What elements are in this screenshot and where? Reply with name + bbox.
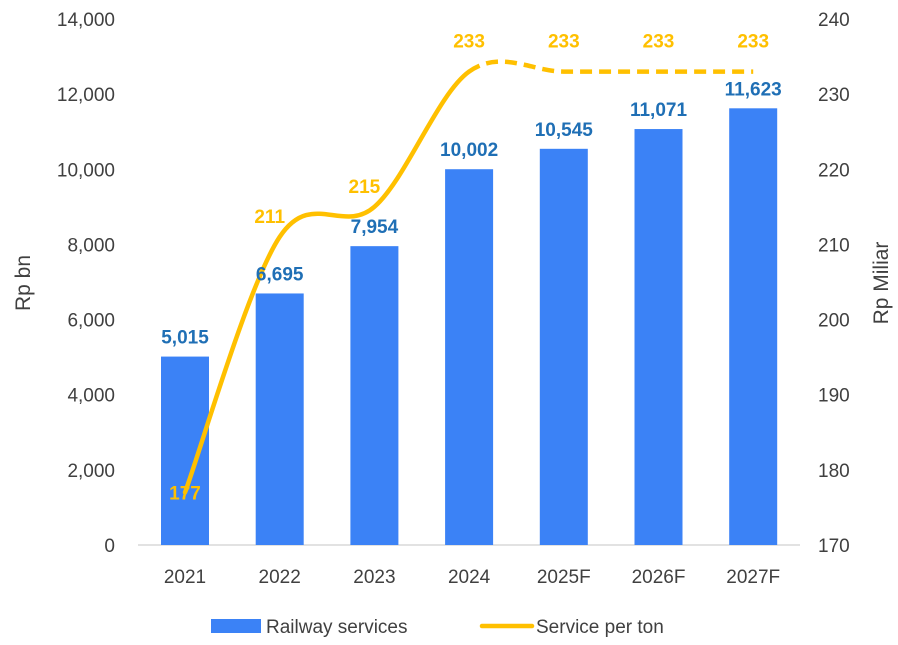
line-data-label: 233 — [643, 32, 675, 53]
x-tick-label: 2025F — [537, 567, 591, 588]
bar-data-label: 6,695 — [256, 264, 304, 285]
y-axis-right: 170 180 190 200 210 220 230 240 — [818, 10, 850, 557]
line-data-label: 233 — [453, 32, 485, 53]
x-tick-label: 2027F — [726, 567, 780, 588]
x-tick-label: 2024 — [448, 567, 491, 588]
y-tick-left: 14,000 — [57, 10, 115, 31]
legend: Railway services Service per ton — [211, 617, 664, 638]
bar — [255, 293, 304, 545]
bar-data-label: 5,015 — [161, 328, 209, 349]
y-tick-right: 180 — [818, 461, 850, 482]
x-tick-label: 2021 — [164, 567, 206, 588]
legend-label-railway-services: Railway services — [266, 617, 407, 638]
x-axis: 2021 2022 2023 2024 2025F 2026F 2027F — [164, 567, 780, 588]
y-tick-left: 12,000 — [57, 85, 115, 106]
bar — [539, 148, 588, 546]
y-tick-left: 8,000 — [67, 235, 115, 256]
y-tick-right: 200 — [818, 311, 850, 332]
y-tick-right: 240 — [818, 10, 850, 31]
line-data-labels: 177 211 215 233 233 233 233 — [169, 32, 769, 505]
y-axis-right-title: Rp Miliar — [870, 242, 893, 325]
bar — [729, 108, 778, 546]
bar-data-labels: 5,015 6,695 7,954 10,002 10,545 11,071 11,623 — [161, 79, 782, 348]
y-tick-right: 170 — [818, 536, 850, 557]
bar — [634, 129, 683, 546]
bar — [161, 356, 209, 545]
bar-data-label: 10,002 — [440, 140, 498, 161]
x-tick-label: 2023 — [353, 567, 395, 588]
y-tick-left: 4,000 — [67, 386, 115, 407]
y-tick-left: 0 — [104, 536, 115, 557]
y-tick-left: 2,000 — [67, 461, 115, 482]
line-data-label: 211 — [254, 207, 285, 228]
y-axis-left: 0 2,000 4,000 6,000 8,000 10,000 12,000 14,000 — [57, 10, 115, 557]
bar-data-label: 11,071 — [630, 100, 687, 121]
bar-data-label: 7,954 — [351, 217, 399, 238]
bar-data-label: 11,623 — [725, 79, 782, 100]
line-data-label: 215 — [349, 177, 381, 198]
bar — [350, 246, 399, 545]
y-tick-right: 190 — [818, 386, 850, 407]
line-solid — [182, 69, 472, 495]
legend-swatch-railway-services — [211, 619, 261, 633]
y-axis-left-title: Rp bn — [12, 255, 35, 311]
x-tick-label: 2026F — [632, 567, 686, 588]
line-forecast-dashed — [467, 59, 754, 74]
line-series — [182, 59, 754, 495]
bar-series — [161, 108, 778, 546]
y-tick-left: 6,000 — [67, 311, 115, 332]
line-data-label: 177 — [169, 483, 201, 504]
y-tick-right: 230 — [818, 85, 850, 106]
y-tick-right: 210 — [818, 235, 850, 256]
y-tick-left: 10,000 — [57, 160, 115, 181]
bar-data-label: 10,545 — [535, 120, 594, 141]
x-tick-label: 2022 — [259, 567, 301, 588]
legend-label-service-per-ton: Service per ton — [536, 617, 664, 638]
line-data-label: 233 — [548, 32, 580, 53]
bar — [445, 169, 494, 545]
y-tick-right: 220 — [818, 160, 850, 181]
line-data-label: 233 — [737, 32, 769, 53]
